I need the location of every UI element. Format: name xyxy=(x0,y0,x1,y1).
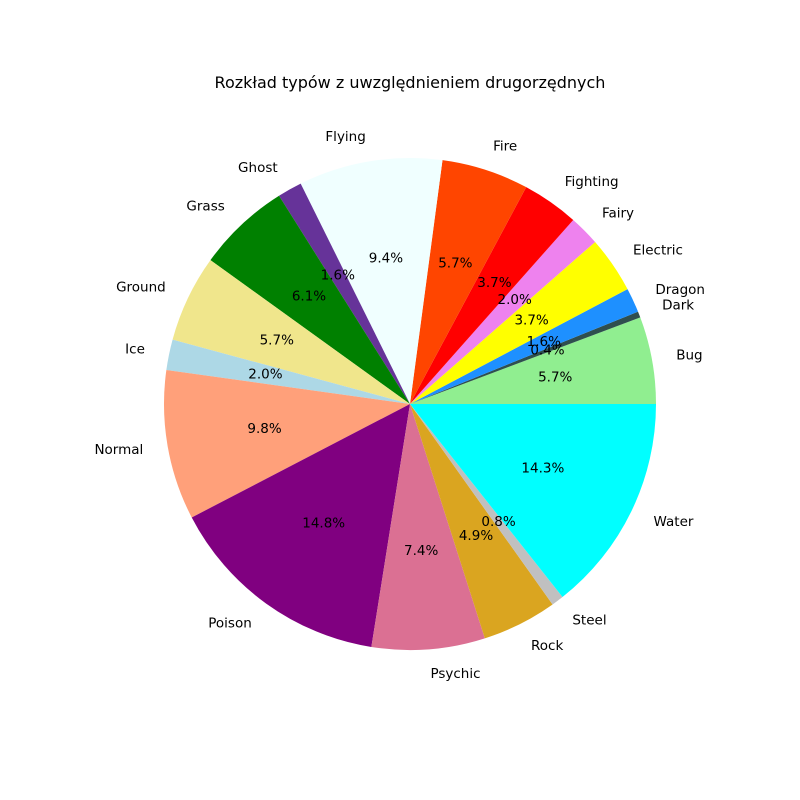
slice-steel xyxy=(410,404,563,605)
slice-poison xyxy=(191,404,410,647)
slice-pct-electric: 3.7% xyxy=(514,312,548,328)
slice-label-fighting: Fighting xyxy=(565,174,619,190)
slice-pct-ghost: 1.6% xyxy=(321,267,355,283)
slice-ghost xyxy=(279,183,410,404)
slice-pct-psychic: 7.4% xyxy=(404,543,438,559)
slice-pct-bug: 5.7% xyxy=(538,370,572,386)
slice-pct-ice: 2.0% xyxy=(248,366,282,382)
slice-label-normal: Normal xyxy=(94,442,143,458)
slice-pct-dragon: 1.6% xyxy=(527,334,561,350)
slice-bug xyxy=(410,317,656,404)
slice-label-electric: Electric xyxy=(633,243,683,259)
slice-ice xyxy=(166,339,410,404)
slice-label-poison: Poison xyxy=(208,616,252,632)
slice-label-ice: Ice xyxy=(125,342,145,358)
slice-pct-dark: 0.4% xyxy=(530,342,564,358)
slice-label-flying: Flying xyxy=(325,129,365,145)
slice-pct-fairy: 2.0% xyxy=(498,292,532,308)
slice-label-grass: Grass xyxy=(186,199,224,215)
slice-grass xyxy=(210,195,410,404)
slice-label-dragon: Dragon xyxy=(655,282,705,298)
slice-dragon xyxy=(410,289,639,404)
slice-label-bug: Bug xyxy=(676,348,702,364)
slice-fairy xyxy=(410,219,596,404)
slice-rock xyxy=(410,404,553,639)
slice-pct-steel: 0.8% xyxy=(481,514,515,530)
slice-pct-normal: 9.8% xyxy=(247,421,281,437)
slice-flying xyxy=(300,157,443,404)
slice-pct-fighting: 3.7% xyxy=(477,275,511,291)
pie-slices xyxy=(164,157,656,650)
slice-label-steel: Steel xyxy=(572,612,606,628)
slice-psychic xyxy=(371,404,485,650)
slice-electric xyxy=(410,241,628,404)
slice-fire xyxy=(410,160,527,404)
slice-pct-grass: 6.1% xyxy=(292,288,326,304)
slice-pct-water: 14.3% xyxy=(521,460,564,476)
slice-label-rock: Rock xyxy=(531,638,563,654)
slice-pct-flying: 9.4% xyxy=(369,250,403,266)
slice-label-fairy: Fairy xyxy=(602,205,634,221)
slice-pct-ground: 5.7% xyxy=(260,332,294,348)
slice-fighting xyxy=(410,187,574,404)
slice-label-dark: Dark xyxy=(662,298,694,314)
slice-label-water: Water xyxy=(654,514,694,530)
slice-dark xyxy=(410,311,641,404)
slice-label-psychic: Psychic xyxy=(430,666,480,682)
slice-ground xyxy=(172,260,410,404)
chart-title: Rozkład typów z uwzględnieniem drugorzęd… xyxy=(215,73,606,92)
pie-labels: Bug 5.7% Dark 0.4% Dragon 1.6% Electric 3.7% Fai… xyxy=(94,129,705,682)
slice-label-ghost: Ghost xyxy=(238,160,278,176)
slice-pct-poison: 14.8% xyxy=(302,516,345,532)
slice-label-fire: Fire xyxy=(493,138,517,154)
slice-pct-rock: 4.9% xyxy=(459,528,493,544)
slice-normal xyxy=(164,369,410,518)
slice-water xyxy=(410,404,656,598)
slice-label-ground: Ground xyxy=(116,280,166,296)
slice-pct-fire: 5.7% xyxy=(438,256,472,272)
